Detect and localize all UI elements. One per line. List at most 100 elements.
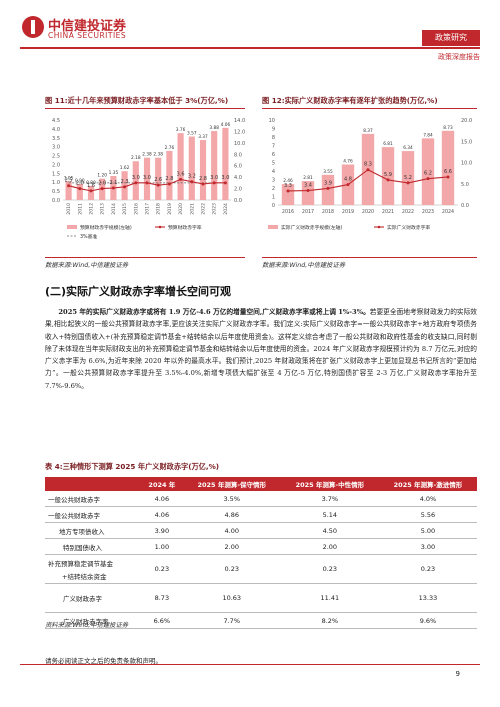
bar [188,136,195,200]
rate-data-label: 3.2 [188,174,196,180]
table-cell: 3.5% [182,491,281,507]
table-row: 地方专项债收入 3.90 4.00 4.50 5.00 [45,522,477,539]
table-cell: 3.00 [378,538,477,555]
rate-point [406,181,410,185]
rate-point [145,181,149,185]
legend-line-marker [377,225,381,229]
left-axis-tick-label: 0.5 [52,189,60,195]
rate-point [223,181,227,185]
figure12-bottom-rule [262,257,477,258]
row-label: 特别国债收入 [45,538,141,555]
rate-data-label: 2.8 [165,176,173,182]
x-axis-tick-label: 2012 [89,203,95,215]
table4: 2024 年 2025 年测算-保守情形 2025 年测算-中性情形 2025 … [45,477,477,629]
right-axis-tick-label: 10.0 [234,141,245,147]
table-row: 一般公共财政赤字 4.06 3.5% 3.7% 4.0% [45,491,477,507]
left-axis-tick-label: 3.0 [52,145,60,151]
bar-data-label: 1.05 [64,175,74,181]
table-cell: 11.41 [280,583,379,613]
legend-bar-label: 实际广义财政赤字规模(左轴) [281,224,342,231]
table-cell: 4.0% [378,491,477,507]
figure11-bottom-rule [45,257,245,258]
legend-line-marker [158,225,162,229]
logo-name-cn: 中信建投证券 [48,19,127,34]
rate-data-label: 3.3 [284,183,292,189]
table-row: 补充预算稳定调节基金 +结转结余资金 0.23 0.23 0.23 0.23 [45,554,477,584]
left-axis-tick-label: 4 [272,169,275,175]
bar [211,131,218,200]
bar-data-label: 2.38 [142,152,152,158]
row-label: 一般公共财政赤字 [45,506,141,523]
rate-point [100,187,104,191]
table-cell: 5.56 [378,506,477,523]
x-axis-tick-label: 2017 [145,203,151,215]
right-axis-tick-label: 20.0 [461,118,472,124]
row-label: 补充预算稳定调节基金 +结转结余资金 [45,554,141,584]
rate-data-label: 5.2 [404,175,412,181]
rate-point [190,180,194,184]
x-axis-tick-label: 2011 [77,203,83,215]
rate-point [179,177,183,181]
bar-data-label: 1.62 [120,165,130,171]
left-axis-tick-label: 3 [272,178,275,184]
legend-line-label: 实际广义财政赤字率 [387,224,430,231]
x-axis-tick-label: 2023 [422,209,434,215]
rate-data-label: 2.3 [121,179,129,185]
rate-point [123,185,127,189]
bar [166,150,173,200]
table-header-cell: 2024 年 [141,477,183,491]
right-axis-tick-label: 2.0 [234,187,242,193]
rate-data-label: 3.4 [304,183,312,189]
x-axis-tick-label: 2023 [212,203,218,215]
row-label: 地方专项债收入 [45,522,141,539]
logo-name-en: CHINA SECURITIES [48,31,127,40]
x-axis-tick-label: 2015 [122,203,128,215]
disclaimer: 请务必阅读正文之后的免责条款和声明。 [45,657,162,665]
bar-data-label: 2.46 [283,178,293,184]
right-axis-tick-label: 14.0 [234,118,245,124]
row-label: 一般公共财政赤字 [45,491,141,507]
bar [381,147,395,205]
rate-point [346,183,350,187]
table-header-row: 2024 年 2025 年测算-保守情形 2025 年测算-中性情形 2025 … [45,477,477,491]
figure11-source: 数据来源:Wind,中信建投证券 [45,262,129,269]
table-cell: 9.6% [378,612,477,629]
paragraph-body: 若要更全面地考察财政发力的实际效果,相比起狭义的一般公共预算财政赤字率,更应该关… [45,308,477,390]
rate-point [111,186,115,190]
row-label: 广义财政赤字率 [45,612,141,629]
x-axis-tick-label: 2021 [189,203,195,215]
rate-data-label: 8.3 [364,162,372,168]
figure11-title: 图 11:近十几年来预算财政赤字率基本低于 3%(万亿,%) [45,96,229,105]
left-axis-tick-label: 4.5 [52,118,60,124]
rate-point [426,177,430,181]
right-axis-tick-label: 10.0 [461,161,472,167]
figure11-chart: 4.54.03.53.02.52.01.51.00.50.014.012.010… [52,118,245,240]
rate-data-label: 2.6 [154,177,162,183]
rate-point [134,181,138,185]
bar-data-label: 4.76 [343,159,353,165]
x-axis-tick-label: 2024 [223,203,229,215]
left-axis-tick-label: 2.0 [52,162,60,168]
rate-point [386,178,390,182]
left-axis-tick-label: 3.5 [52,136,60,142]
bar [301,181,315,205]
bar [155,157,162,200]
rate-point [446,175,450,179]
bar [87,185,95,200]
footer-divider [20,664,480,665]
table-row: 一般公共财政赤字 4.06 4.86 5.14 5.56 [45,506,477,523]
table-header-cell: 2025 年测算-中性情形 [280,477,379,491]
table-row: 特别国债收入 1.00 2.00 2.00 3.00 [45,538,477,555]
right-axis-tick-label: 5.0 [461,182,469,188]
rate-data-label: 3.0 [132,175,140,181]
rate-point [306,189,310,193]
table-cell: 5.14 [280,506,379,523]
table-cell: 5.00 [378,522,477,539]
legend-bar-swatch [67,225,77,229]
figure12-chart: 10987654321020.015.010.05.00.02.462.813.… [268,118,472,231]
x-axis-tick-label: 2020 [178,203,184,215]
legend-dash-label: 3%基准 [80,233,97,240]
row-label: 广义财政赤字 [45,583,141,613]
rate-data-label: 2.1 [109,180,117,186]
table-header-cell: 2025 年测算-保守情形 [182,477,281,491]
